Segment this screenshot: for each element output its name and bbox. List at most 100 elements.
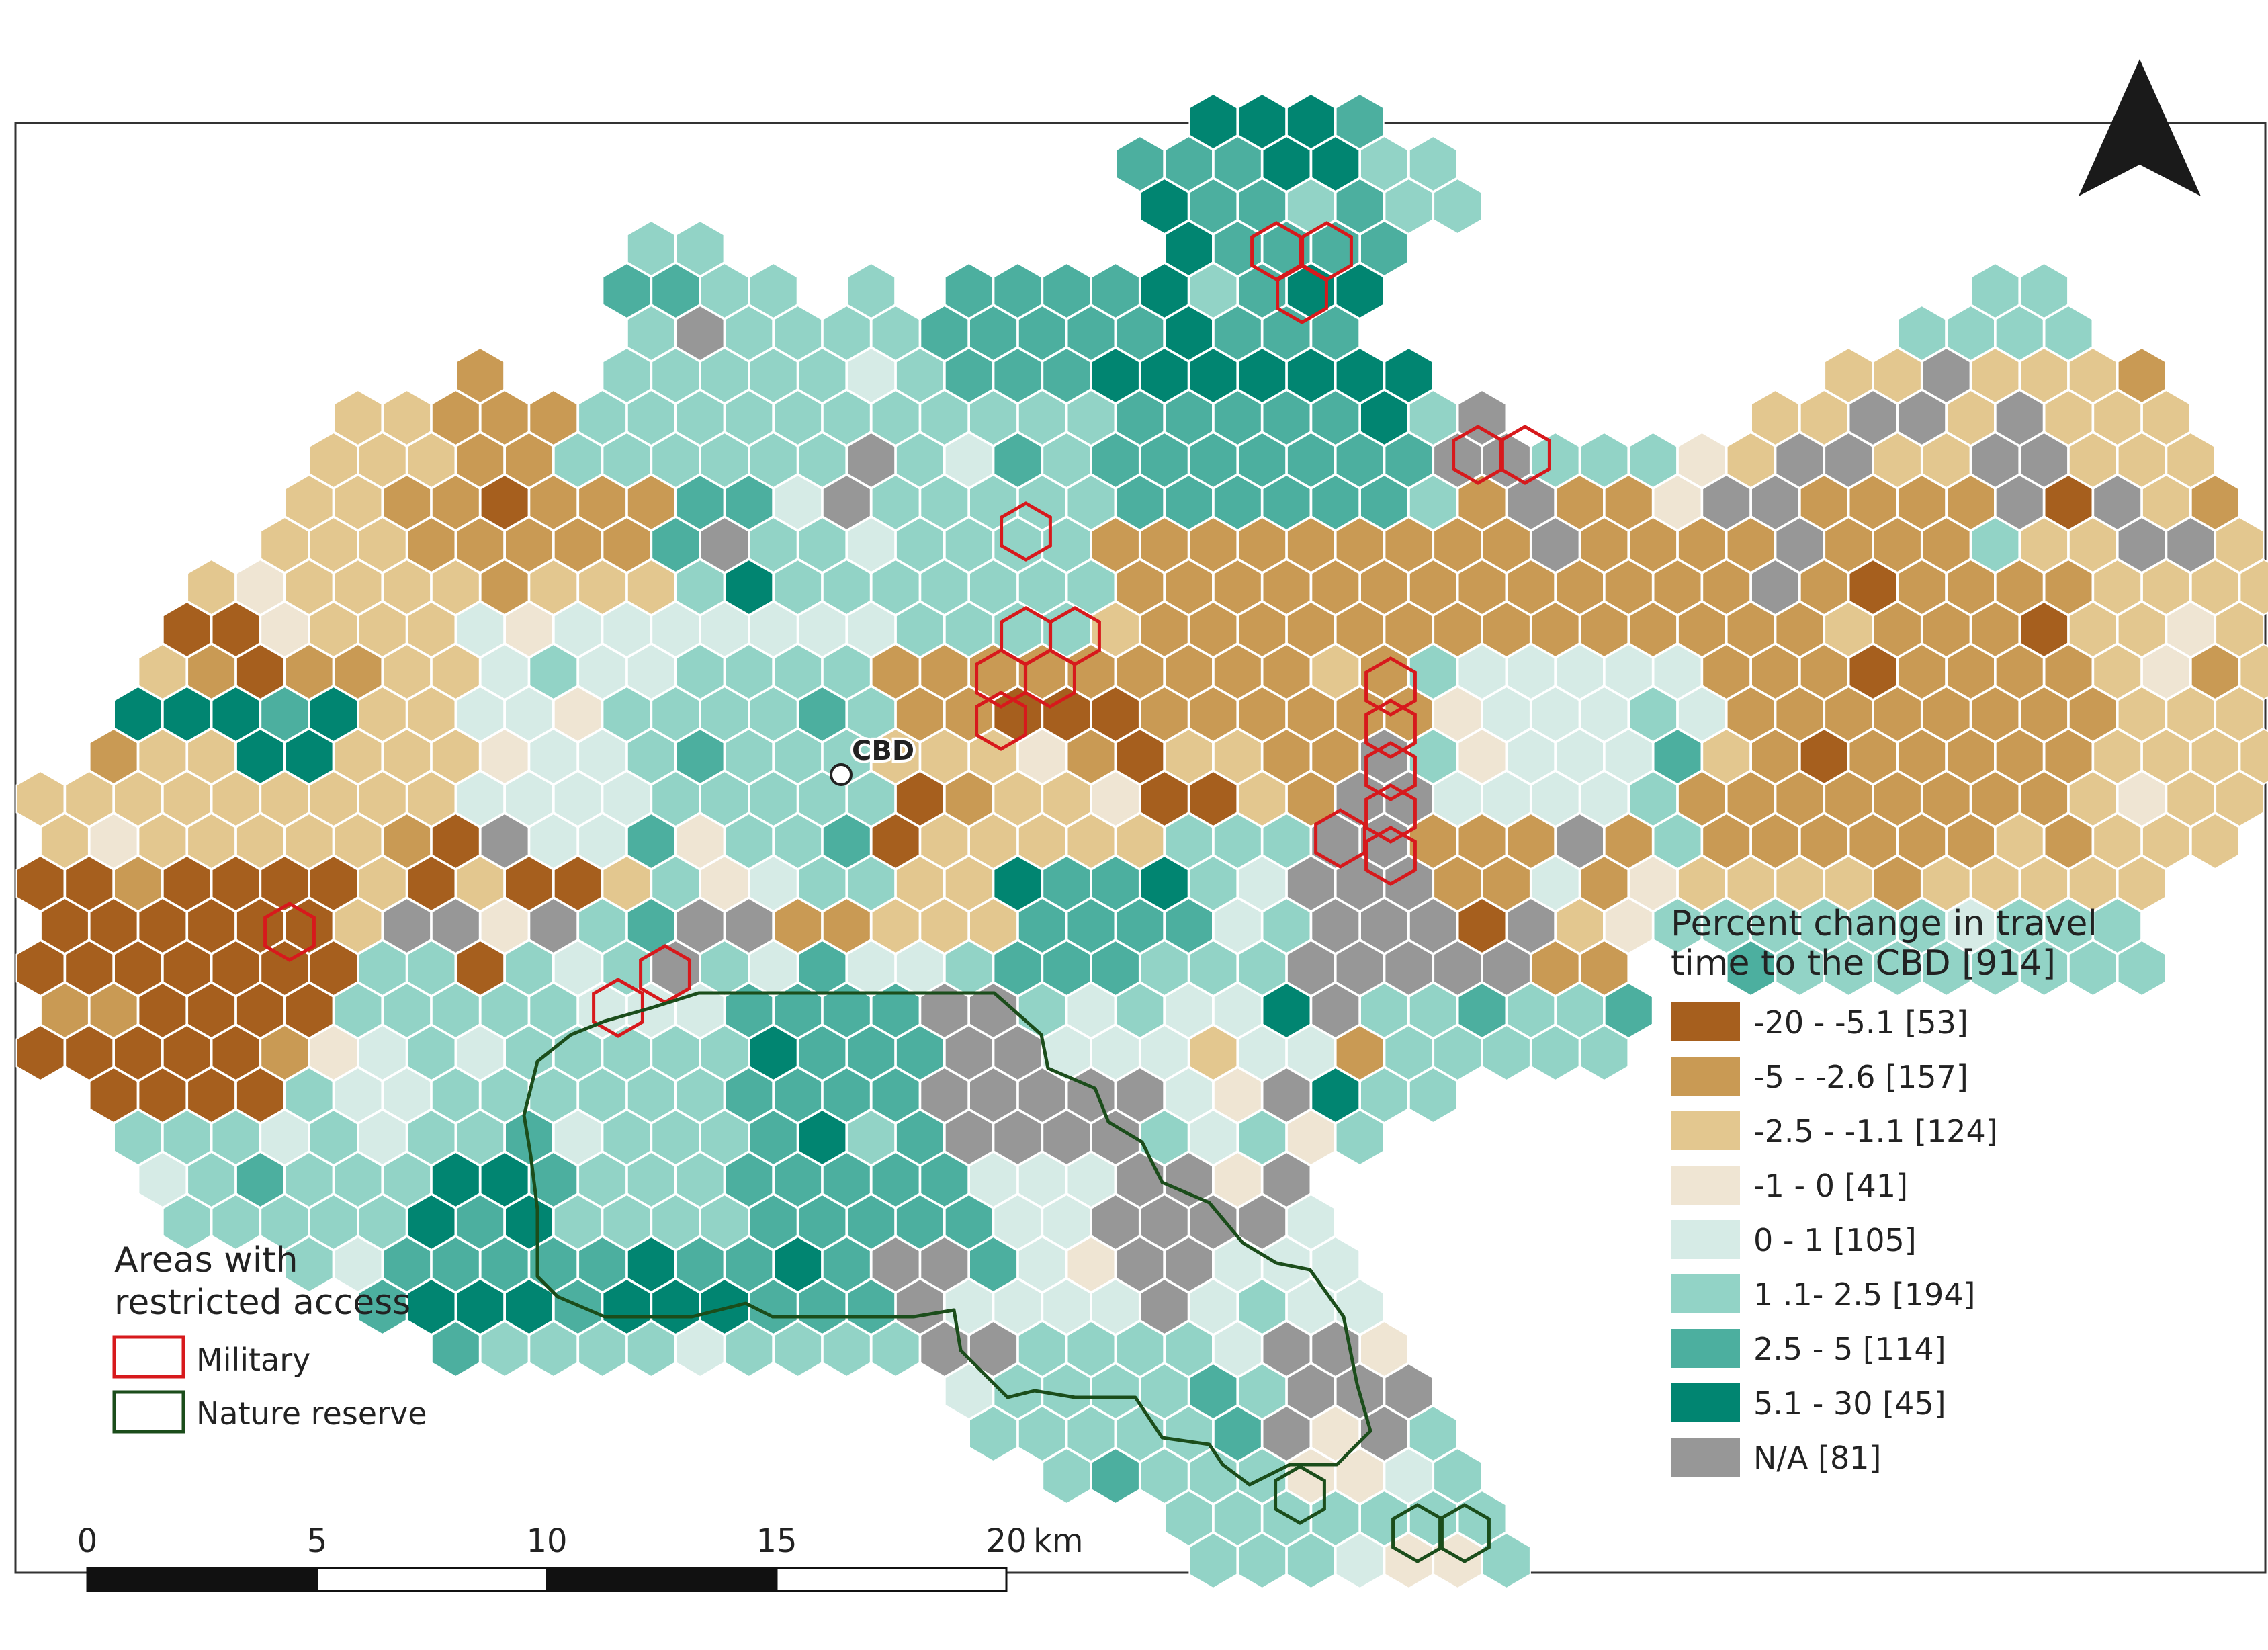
- hex-cell: [15, 939, 65, 997]
- hex-cell: [1090, 1024, 1140, 1082]
- hex-cell: [260, 685, 310, 743]
- hex-cell: [1139, 347, 1189, 404]
- hex-cell: [529, 1235, 578, 1293]
- hex-cell: [1530, 601, 1580, 658]
- hex-cell: [1970, 347, 2020, 404]
- hex-cell: [1188, 347, 1238, 404]
- hex-cell: [895, 1193, 945, 1251]
- scale-segment-1: [86, 1567, 318, 1592]
- hex-cell: [2093, 389, 2142, 447]
- military-area-outline: [1364, 699, 1417, 759]
- hex-cell: [1408, 812, 1458, 870]
- hex-cell: [1946, 812, 1995, 870]
- hex-cell: [1139, 855, 1189, 912]
- hex-cell: [699, 431, 749, 489]
- hex-cell: [1995, 897, 2044, 955]
- hex-cell: [1604, 897, 1653, 955]
- hex-cell: [1335, 685, 1385, 743]
- hex-cell: [993, 855, 1043, 912]
- hex-cell: [1799, 474, 1849, 531]
- hex-cell: [797, 431, 847, 489]
- hex-cell: [2239, 643, 2268, 701]
- hex-cell: [1335, 1447, 1385, 1505]
- hex-cell: [1335, 516, 1385, 574]
- hex-cell: [1139, 1024, 1189, 1082]
- hex-cell: [626, 812, 676, 870]
- hex-cell: [1799, 728, 1849, 785]
- hex-cell: [773, 897, 823, 955]
- hex-cell: [1066, 1320, 1116, 1378]
- hex-cell: [1042, 262, 1092, 320]
- hex-cell: [1139, 770, 1189, 828]
- hex-cell: [1799, 643, 1849, 701]
- hex-cell: [675, 1066, 725, 1124]
- hex-cell: [969, 1235, 1018, 1293]
- hex-cell: [1897, 643, 1947, 701]
- hex-cell: [1897, 558, 1947, 616]
- hex-cell: [969, 812, 1018, 870]
- hex-cell: [969, 1066, 1018, 1124]
- hex-cell: [1360, 389, 1409, 447]
- hex-cell: [114, 855, 163, 912]
- hex-cell: [699, 1193, 749, 1251]
- scale-segment-3: [546, 1567, 778, 1592]
- hex-cell: [1433, 1532, 1483, 1590]
- hex-cell: [2093, 812, 2142, 870]
- hex-cell: [553, 770, 603, 828]
- hex-cell: [1995, 643, 2044, 701]
- hex-cell: [1335, 262, 1385, 320]
- hex-cell: [1384, 939, 1434, 997]
- hex-cell: [480, 558, 529, 616]
- hex-cell: [480, 728, 529, 785]
- hex-cell: [2068, 939, 2118, 997]
- hex-cell: [1164, 728, 1213, 785]
- hex-cell: [602, 431, 652, 489]
- hex-cell: [920, 1235, 969, 1293]
- hex-cell: [1237, 855, 1287, 912]
- hex-cell: [2215, 516, 2265, 574]
- scale-tick-15: 15: [756, 1522, 797, 1560]
- hex-cell: [1286, 177, 1336, 235]
- hex-cell: [284, 897, 334, 955]
- hex-cell: [382, 558, 432, 616]
- hex-cell: [1360, 220, 1409, 277]
- hex-cell: [89, 812, 138, 870]
- hex-cell: [1164, 389, 1213, 447]
- hex-cell: [748, 262, 798, 320]
- hex-cell: [1188, 177, 1238, 235]
- hex-cell: [1408, 1066, 1458, 1124]
- hex-cell: [871, 1151, 920, 1209]
- hex-cell: [1213, 220, 1262, 277]
- hex-cell: [2019, 939, 2069, 997]
- legend-item-label: 1 .1- 2.5 [194]: [1753, 1276, 1975, 1313]
- hex-cell: [578, 728, 627, 785]
- hex-cell: [357, 516, 407, 574]
- hex-cell: [797, 939, 847, 997]
- hex-cell: [602, 685, 652, 743]
- hex-cell: [260, 1024, 310, 1082]
- hex-cell: [1653, 558, 1702, 616]
- hex-cell: [1481, 770, 1531, 828]
- hex-cell: [15, 770, 65, 828]
- hex-cell: [1311, 1405, 1360, 1463]
- hex-cell: [1090, 685, 1140, 743]
- hex-cell: [1628, 685, 1678, 743]
- hex-cell: [1433, 431, 1483, 489]
- hex-cell: [553, 431, 603, 489]
- hex-cell: [895, 1024, 945, 1082]
- hex-cell: [1213, 135, 1262, 193]
- hex-cell: [1139, 1278, 1189, 1336]
- hex-cell: [431, 558, 480, 616]
- hex-cell: [1848, 474, 1898, 531]
- hex-cell: [1017, 1066, 1067, 1124]
- hex-cell: [114, 1024, 163, 1082]
- hex-cell: [1042, 1278, 1092, 1336]
- hex-cell: [553, 939, 603, 997]
- hex-cell: [846, 431, 896, 489]
- cbd-marker[interactable]: CBD: [830, 733, 917, 786]
- hex-cell: [406, 1024, 456, 1082]
- hex-cell: [748, 516, 798, 574]
- hex-cell: [211, 855, 261, 912]
- hex-cell: [382, 728, 432, 785]
- hex-cell: [578, 982, 627, 1039]
